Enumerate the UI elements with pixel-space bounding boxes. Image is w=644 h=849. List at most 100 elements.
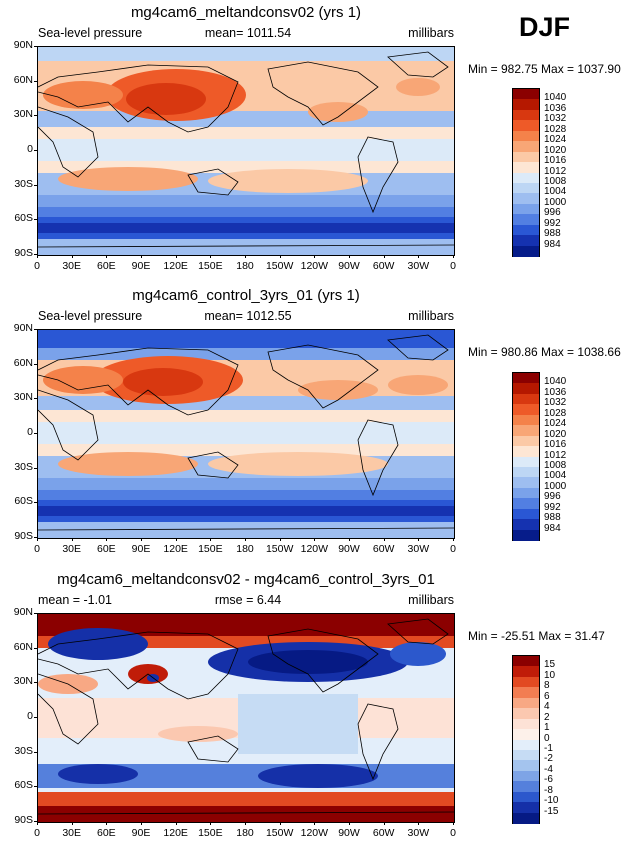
panel-2-units-label: millibars — [408, 309, 454, 323]
colorbar-label: 988 — [544, 228, 561, 240]
lon-tick-mark — [418, 822, 420, 825]
lat-tick-label: 30S — [14, 460, 33, 473]
colorbar-swatch — [513, 487, 539, 499]
colorbar-1 — [512, 88, 540, 257]
colorbar-swatch — [513, 120, 539, 132]
lat-tick-label: 60S — [14, 495, 33, 508]
colorbar-swatch — [513, 89, 539, 100]
lon-tick-mark — [175, 822, 177, 825]
lat-tick-mark — [34, 751, 37, 753]
lon-tick-mark — [37, 538, 38, 541]
colorbar-swatch — [513, 687, 539, 699]
panel-1-units-label: millibars — [408, 26, 454, 40]
colorbar-label: 1016 — [544, 155, 567, 167]
lon-tick-mark — [106, 538, 108, 541]
colorbar-swatch — [513, 130, 539, 142]
colorbar-swatch — [513, 729, 539, 740]
colorbar-label: 996 — [544, 491, 561, 503]
lon-tick-mark — [210, 255, 212, 258]
colorbar-swatch — [513, 666, 539, 678]
colorbar-swatch — [513, 812, 539, 824]
panel-1-field — [38, 47, 454, 255]
lon-tick-mark — [279, 255, 281, 258]
colorbar-swatch — [513, 802, 539, 814]
lat-tick-label: 60N — [13, 73, 33, 86]
lon-tick-label: 180 — [236, 543, 254, 555]
lat-tick-mark — [34, 184, 37, 186]
lon-tick-label: 150E — [198, 543, 223, 555]
lon-tick-mark — [37, 255, 38, 258]
lat-tick-mark — [34, 363, 37, 365]
lon-tick-label: 120E — [163, 260, 188, 272]
colorbar-swatch — [513, 760, 539, 772]
panel-2-field — [38, 330, 454, 538]
lon-tick-mark — [141, 822, 142, 825]
lon-tick-label: 30E — [62, 827, 81, 839]
colorbar-swatch — [513, 203, 539, 215]
lon-tick-label: 60W — [372, 260, 395, 272]
colorbar-swatch — [513, 697, 539, 709]
lon-tick-label: 90W — [338, 827, 360, 839]
lon-tick-label: 30E — [62, 543, 81, 555]
lon-tick-mark — [71, 255, 73, 258]
panel-1-minmax: Min = 982.75 Max = 1037.90 — [468, 62, 621, 76]
colorbar-swatch — [513, 529, 539, 541]
lon-tick-mark — [279, 538, 281, 541]
colorbar-label: 8 — [544, 680, 550, 692]
colorbar-label: -15 — [544, 805, 559, 817]
lat-tick-mark — [34, 219, 37, 221]
lon-tick-label: 0 — [450, 260, 456, 272]
lon-tick-label: 150W — [265, 543, 294, 555]
lon-tick-label: 60E — [96, 543, 116, 555]
colorbar-label: 988 — [544, 512, 561, 524]
lon-tick-mark — [349, 822, 350, 825]
panel-3-field — [38, 614, 454, 822]
lon-tick-mark — [349, 538, 350, 541]
panel-3-map — [37, 613, 455, 823]
lon-tick-mark — [383, 538, 385, 541]
colorbar-label: 1036 — [544, 102, 567, 114]
colorbar-label: 15 — [544, 659, 556, 671]
panel-3-mean-label: mean = -1.01 — [38, 593, 113, 607]
panel-1-map — [37, 46, 455, 256]
colorbar-swatch — [513, 182, 539, 194]
colorbar-swatch — [513, 245, 539, 257]
colorbar-swatch — [513, 383, 539, 395]
lon-tick-label: 30W — [407, 827, 430, 839]
lon-tick-mark — [245, 255, 246, 258]
panel-1-mean-label: mean= 1011.54 — [204, 26, 292, 40]
lat-tick-label: 0 — [27, 426, 33, 438]
lon-tick-mark — [210, 538, 212, 541]
lat-tick-mark — [34, 115, 37, 117]
lat-tick-mark — [34, 786, 37, 788]
colorbar-swatch — [513, 708, 539, 720]
lon-tick-label: 120W — [300, 543, 329, 555]
lat-tick-mark — [34, 467, 37, 469]
colorbar-label: 10 — [544, 669, 556, 681]
lon-tick-mark — [71, 538, 73, 541]
panel-3-minmax: Min = -25.51 Max = 31.47 — [468, 629, 605, 643]
lon-tick-label: 60E — [96, 827, 116, 839]
colorbar-swatch — [513, 235, 539, 247]
lon-tick-mark — [418, 255, 420, 258]
lat-tick-mark — [34, 821, 37, 822]
colorbar-swatch — [513, 718, 539, 730]
colorbar-label: 1032 — [544, 397, 567, 409]
colorbar-label: 1036 — [544, 386, 567, 398]
lat-tick-label: 90N — [13, 606, 33, 618]
colorbar-label: 992 — [544, 501, 561, 513]
colorbar-label: -8 — [544, 784, 553, 796]
lon-tick-mark — [314, 822, 316, 825]
colorbar-label: 1028 — [544, 407, 567, 419]
colorbar-label: 1004 — [544, 470, 567, 482]
colorbar-label: -1 — [544, 742, 553, 754]
lon-tick-label: 0 — [34, 543, 40, 555]
colorbar-label: 1 — [544, 722, 550, 734]
lon-tick-label: 0 — [450, 827, 456, 839]
colorbar-2 — [512, 372, 540, 541]
colorbar-label: 1012 — [544, 165, 567, 177]
lat-tick-mark — [34, 433, 37, 434]
colorbar-swatch — [513, 172, 539, 184]
colorbar-label: 0 — [544, 732, 550, 744]
lon-tick-mark — [141, 538, 142, 541]
